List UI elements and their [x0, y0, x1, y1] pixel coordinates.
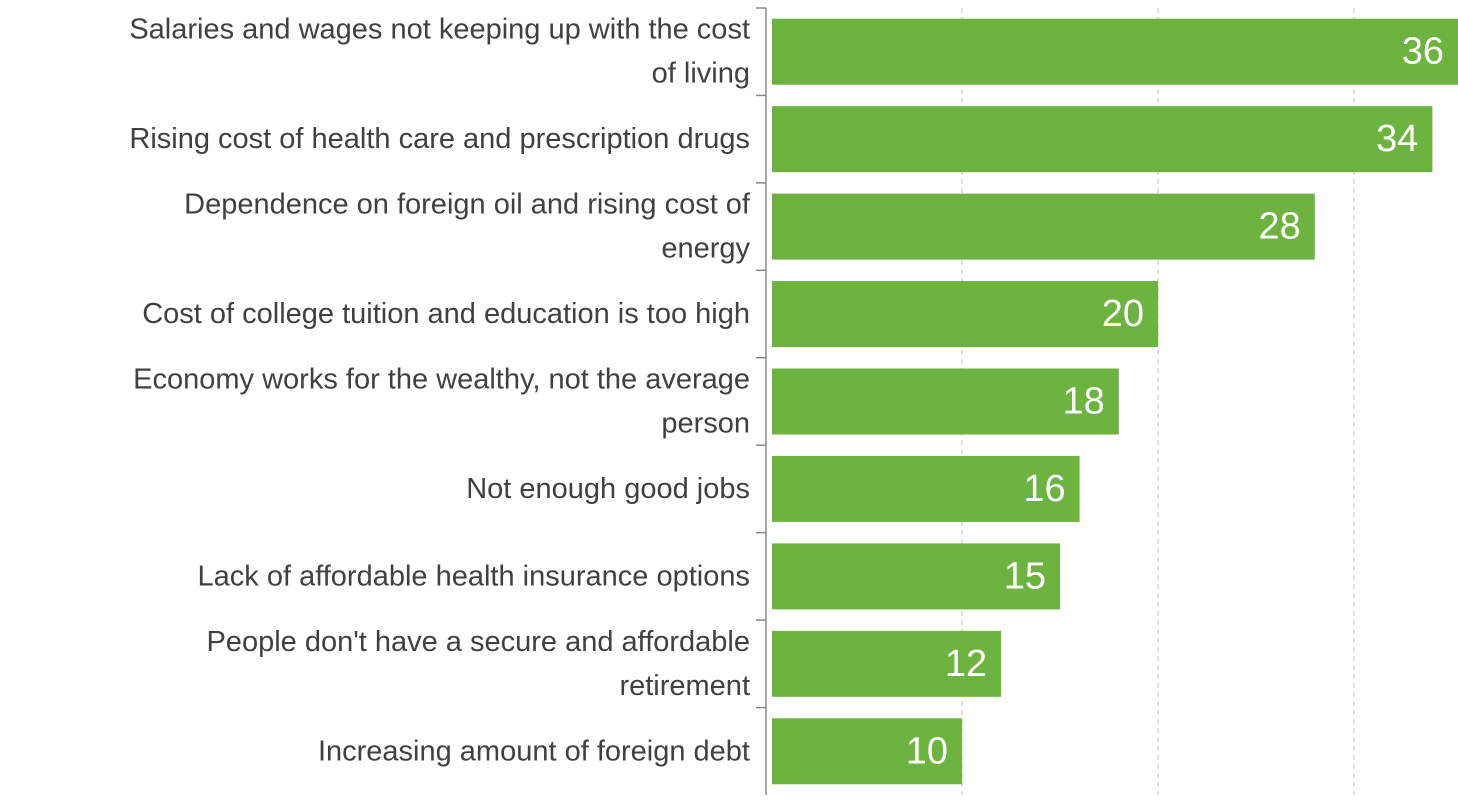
category-label-line: of living	[652, 58, 750, 90]
category-label: Increasing amount of foreign debt	[318, 735, 750, 767]
category-label: Dependence on foreign oil and rising cos…	[184, 189, 751, 265]
bar	[772, 455, 1080, 522]
category-label: People don't have a secure and affordabl…	[206, 626, 750, 702]
category-label-line: Dependence on foreign oil and rising cos…	[184, 189, 751, 221]
category-label-line: energy	[661, 233, 750, 265]
bar	[772, 106, 1433, 173]
data-label: 12	[945, 643, 987, 685]
data-labels: 36 34 28 20 18 16 15 12 10	[906, 31, 1444, 773]
category-label: Lack of affordable health insurance opti…	[198, 560, 750, 592]
bars	[772, 18, 1458, 785]
category-label-line: person	[661, 408, 750, 440]
data-label: 28	[1259, 206, 1301, 248]
category-label: Not enough good jobs	[466, 473, 750, 505]
y-axis	[756, 7, 767, 795]
category-label-line: People don't have a secure and affordabl…	[206, 626, 750, 658]
bar	[772, 543, 1060, 610]
data-label: 18	[1063, 381, 1105, 423]
category-label-line: Cost of college tuition and education is…	[142, 298, 750, 330]
category-label: Salaries and wages not keeping up with t…	[129, 14, 750, 90]
data-label: 20	[1102, 293, 1144, 335]
category-label: Cost of college tuition and education is…	[142, 298, 750, 330]
bar	[772, 718, 962, 785]
data-label: 36	[1402, 31, 1444, 73]
category-labels: Salaries and wages not keeping up with t…	[129, 14, 751, 768]
data-label: 34	[1376, 118, 1418, 160]
bar	[772, 193, 1315, 260]
category-label-line: retirement	[619, 670, 750, 702]
category-label-line: Economy works for the wealthy, not the a…	[133, 364, 750, 396]
bar	[772, 630, 1002, 697]
category-label-line: Increasing amount of foreign debt	[318, 735, 750, 767]
bar	[772, 18, 1458, 85]
bar	[772, 281, 1158, 348]
category-label-line: Salaries and wages not keeping up with t…	[129, 14, 750, 46]
bar	[772, 368, 1119, 435]
category-label-line: Rising cost of health care and prescript…	[129, 123, 750, 155]
category-label-line: Lack of affordable health insurance opti…	[198, 560, 750, 592]
category-label: Economy works for the wealthy, not the a…	[133, 364, 750, 440]
category-label-line: Not enough good jobs	[466, 473, 750, 505]
category-label: Rising cost of health care and prescript…	[129, 123, 750, 155]
data-label: 15	[1004, 555, 1046, 597]
data-label: 16	[1023, 468, 1065, 510]
data-label: 10	[906, 730, 948, 772]
